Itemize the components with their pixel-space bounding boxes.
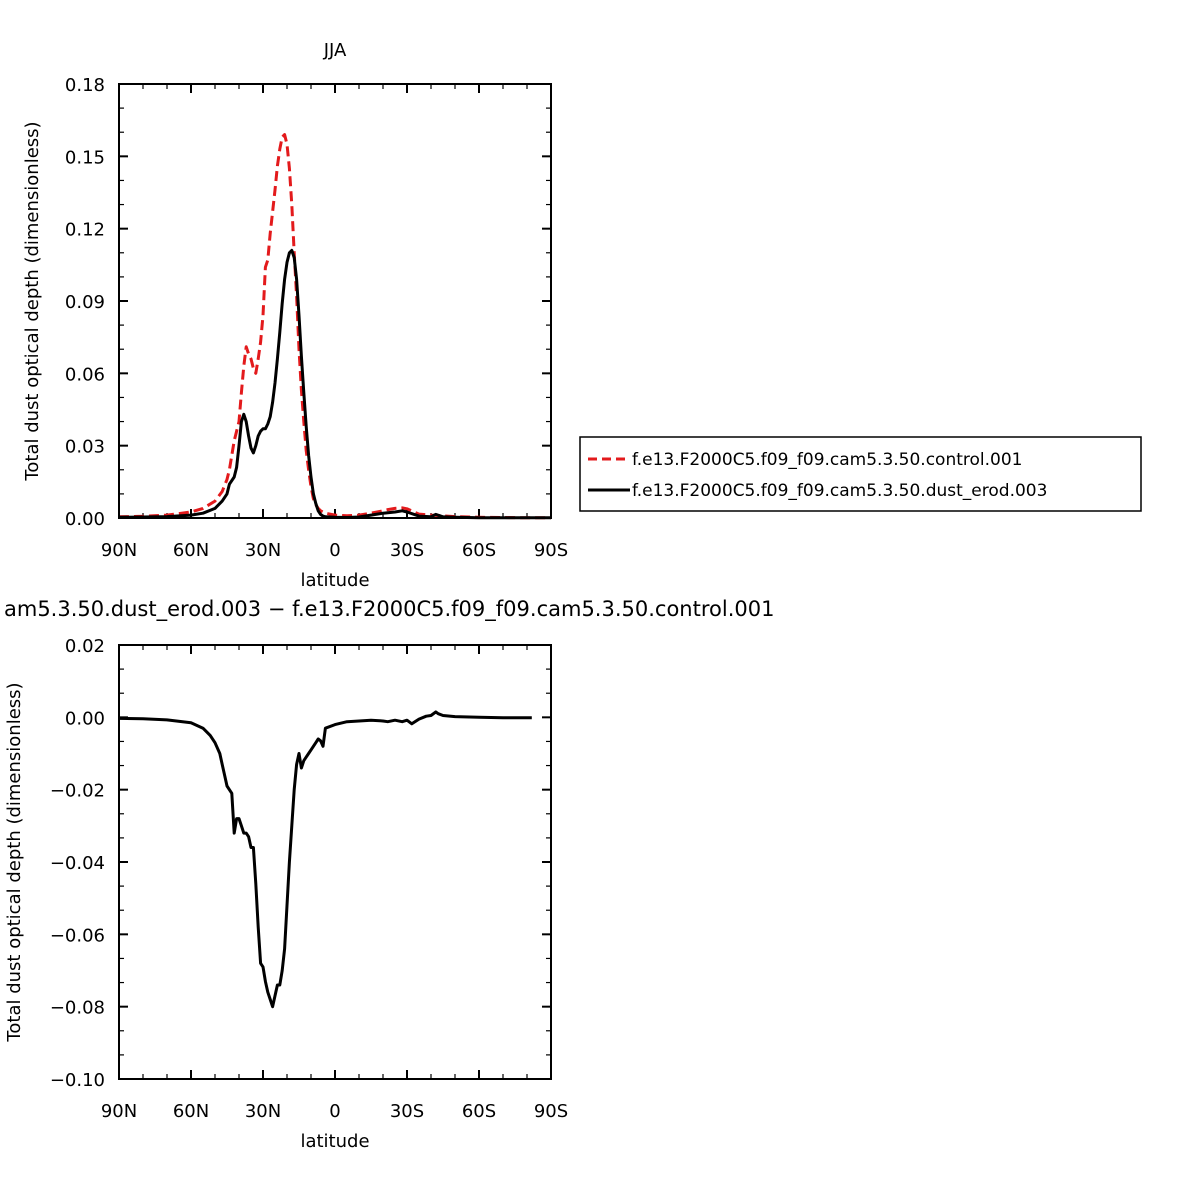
top-x-tick-label: 90S <box>534 540 568 561</box>
top-y-tick-label: 0.03 <box>65 437 105 458</box>
legend-label-control: f.e13.F2000C5.f09_f09.cam5.3.50.control.… <box>632 450 1023 470</box>
top-series-line-1 <box>118 248 551 520</box>
top-x-tick-label: 30N <box>245 540 281 561</box>
legend-box <box>579 436 1142 512</box>
top-axis-ticks: 90N 60N 30N 0 30S 60S 90S 0.00 0.03 0.06 0.09 0.12 0… <box>65 75 568 561</box>
chart-title: JJA <box>323 40 347 61</box>
bottom-axis-ticks: 90N 60N 30N 0 30S 60S 90S −0.10 −0.08 −0.06 −0.04 −… <box>50 636 568 1122</box>
legend: f.e13.F2000C5.f09_f09.cam5.3.50.control.… <box>579 436 1142 512</box>
bottom-x-tick-label: 90S <box>534 1101 568 1122</box>
bottom-y-tick-label: −0.02 <box>50 781 105 802</box>
legend-label-dust-erod: f.e13.F2000C5.f09_f09.cam5.3.50.dust_ero… <box>632 481 1047 501</box>
top-x-tick-label: 60N <box>173 540 209 561</box>
bottom-x-tick-label: 30S <box>390 1101 424 1122</box>
top-series-line-0 <box>118 133 551 520</box>
bottom-x-tick-label: 60N <box>173 1101 209 1122</box>
bottom-x-tick-label: 60S <box>462 1101 496 1122</box>
bottom-x-tick-label: 90N <box>101 1101 137 1122</box>
bottom-x-tick-label: 0 <box>329 1101 340 1122</box>
top-y-tick-label: 0.15 <box>65 147 105 168</box>
top-x-tick-label: 90N <box>101 540 137 561</box>
top-y-tick-label: 0.18 <box>65 75 105 96</box>
bottom-plot-frame <box>118 644 552 1080</box>
bottom-y-tick-label: −0.10 <box>50 1070 105 1091</box>
bottom-y-tick-label: 0.02 <box>65 636 105 657</box>
top-y-tick-label: 0.00 <box>65 509 105 530</box>
bottom-y-tick-label: −0.06 <box>50 925 105 946</box>
top-series-lines <box>118 133 551 520</box>
top-x-tick-label: 0 <box>329 540 340 561</box>
bottom-y-tick-label: −0.04 <box>50 853 105 874</box>
top-y-tick-label: 0.06 <box>65 364 105 385</box>
top-y-axis-label: Total dust optical depth (dimensionless) <box>22 121 43 481</box>
bottom-y-axis-label: Total dust optical depth (dimensionless) <box>4 682 25 1042</box>
top-line-chart: JJA 90N 60N 30N 0 30S 60S 90S 0.00 0.03 0.06 0.09 0… <box>22 40 568 591</box>
bottom-series-lines <box>118 710 532 1009</box>
top-y-tick-label: 0.12 <box>65 220 105 241</box>
top-x-tick-label: 30S <box>390 540 424 561</box>
difference-chart-title: am5.3.50.dust_erod.003 − f.e13.F2000C5.f… <box>4 597 774 622</box>
bottom-series-line-0 <box>118 710 532 1009</box>
top-x-axis-label: latitude <box>300 570 369 591</box>
top-plot-frame <box>118 83 552 519</box>
top-x-tick-label: 60S <box>462 540 496 561</box>
bottom-difference-chart: am5.3.50.dust_erod.003 − f.e13.F2000C5.f… <box>4 597 774 1152</box>
bottom-y-tick-label: 0.00 <box>65 708 105 729</box>
bottom-x-axis-label: latitude <box>300 1131 369 1152</box>
bottom-y-tick-label: −0.08 <box>50 998 105 1019</box>
top-y-tick-label: 0.09 <box>65 292 105 313</box>
bottom-x-tick-label: 30N <box>245 1101 281 1122</box>
